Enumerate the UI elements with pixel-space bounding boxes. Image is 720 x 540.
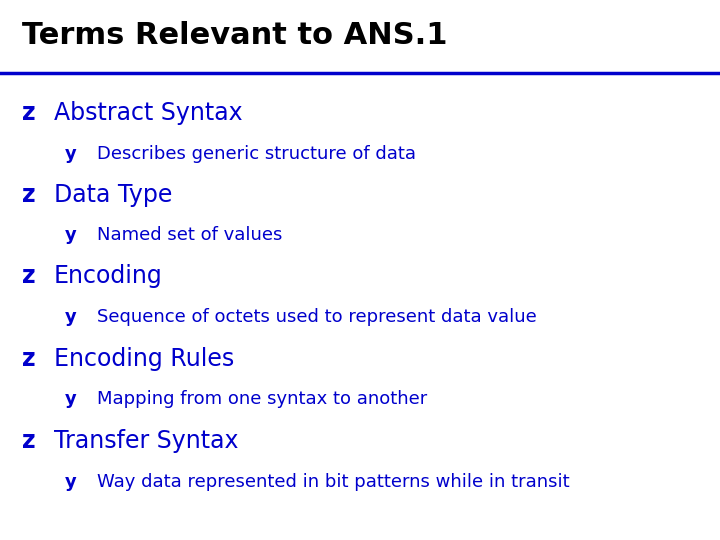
Text: Sequence of octets used to represent data value: Sequence of octets used to represent dat… <box>97 308 537 326</box>
Text: Data Type: Data Type <box>54 184 172 207</box>
Text: Transfer Syntax: Transfer Syntax <box>54 429 238 453</box>
Text: Way data represented in bit patterns while in transit: Way data represented in bit patterns whi… <box>97 472 570 491</box>
Text: Encoding Rules: Encoding Rules <box>54 347 234 370</box>
Text: Abstract Syntax: Abstract Syntax <box>54 102 243 125</box>
Text: y: y <box>65 145 76 163</box>
Text: Describes generic structure of data: Describes generic structure of data <box>97 145 416 163</box>
Text: Mapping from one syntax to another: Mapping from one syntax to another <box>97 390 428 408</box>
Text: z: z <box>22 184 35 207</box>
Text: y: y <box>65 226 76 244</box>
Text: Encoding: Encoding <box>54 265 163 288</box>
Text: Named set of values: Named set of values <box>97 226 282 244</box>
Text: Terms Relevant to ANS.1: Terms Relevant to ANS.1 <box>22 21 447 50</box>
Text: z: z <box>22 265 35 288</box>
Text: y: y <box>65 308 76 326</box>
Text: y: y <box>65 390 76 408</box>
Text: y: y <box>65 472 76 491</box>
Text: z: z <box>22 429 35 453</box>
Text: z: z <box>22 102 35 125</box>
Text: z: z <box>22 347 35 370</box>
